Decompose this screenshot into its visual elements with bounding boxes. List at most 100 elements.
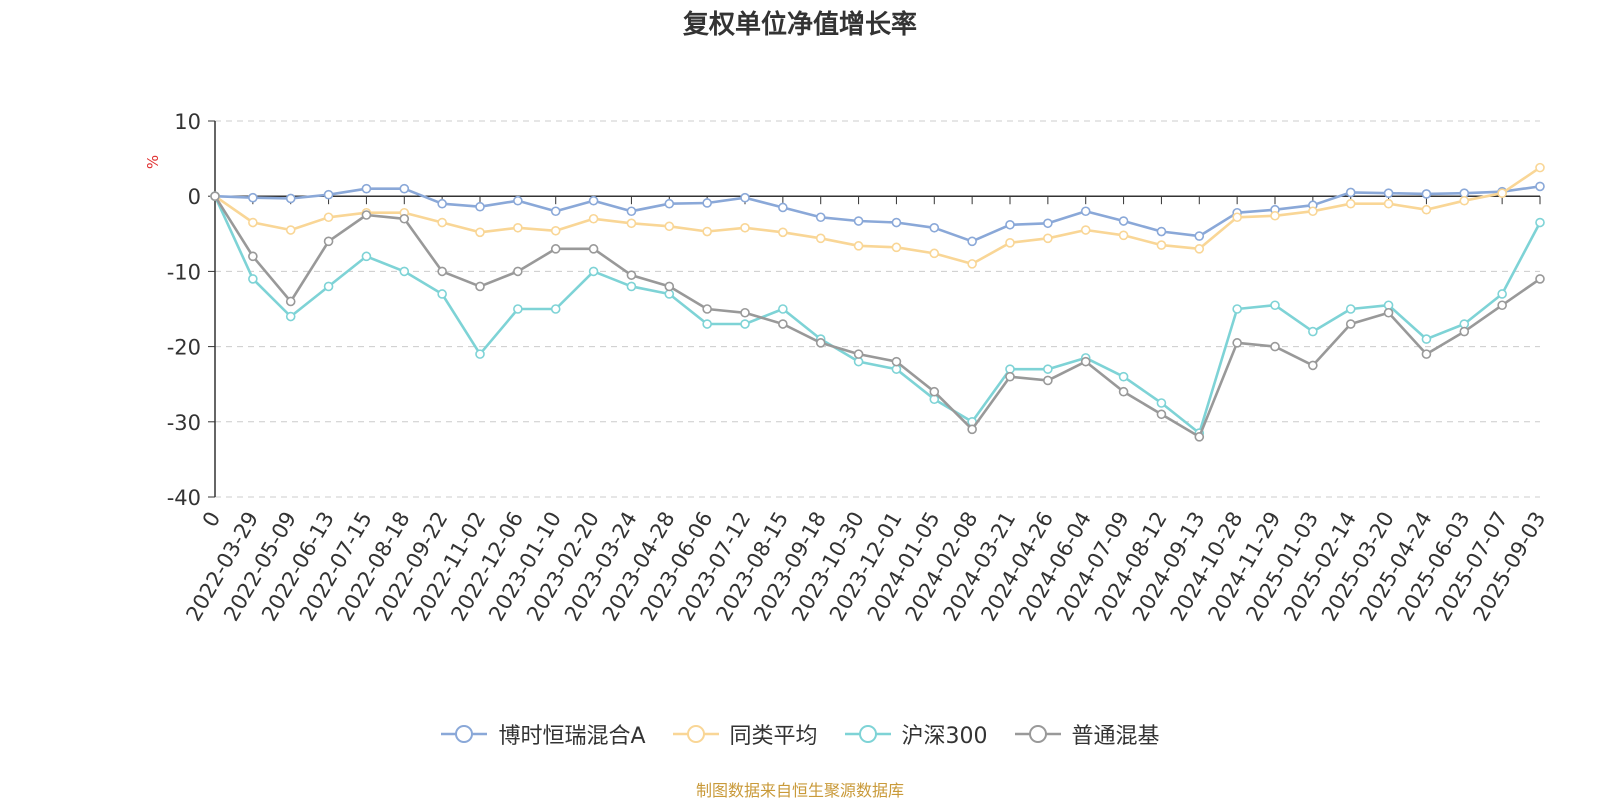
label-layer: 100-10-20-30-40%02022-03-292022-05-09202… xyxy=(144,110,1550,625)
data-point xyxy=(1118,386,1129,397)
data-point xyxy=(437,198,447,209)
data-point xyxy=(1080,356,1091,367)
data-point xyxy=(929,248,940,259)
data-point xyxy=(475,227,485,238)
data-point xyxy=(1383,307,1394,318)
data-point xyxy=(1270,341,1280,352)
data-point xyxy=(248,251,258,262)
data-point xyxy=(891,217,902,228)
data-point xyxy=(967,424,977,435)
data-point xyxy=(1535,217,1545,228)
data-point xyxy=(361,251,372,262)
data-point xyxy=(778,319,788,329)
data-point xyxy=(588,266,599,277)
data-point xyxy=(891,356,902,367)
chart-title: 复权单位净值增长率 xyxy=(682,10,917,40)
data-point xyxy=(1194,231,1205,241)
data-point xyxy=(1383,188,1394,198)
data-point xyxy=(1535,181,1545,192)
legend: 博时恒瑞混合A 同类平均 沪深300 普通混基 xyxy=(0,718,1600,750)
data-point xyxy=(778,202,788,213)
legend-item[interactable]: 博时恒瑞混合A xyxy=(440,718,646,750)
data-point xyxy=(626,218,637,229)
x-tick-label: 0 xyxy=(198,508,225,532)
data-point xyxy=(1118,371,1129,382)
data-point xyxy=(853,216,864,226)
data-point xyxy=(513,195,523,206)
data-point xyxy=(626,270,637,280)
y-tick-label: 10 xyxy=(174,110,201,134)
legend-marker-icon xyxy=(441,725,488,743)
data-point xyxy=(1232,304,1242,314)
data-point xyxy=(1308,360,1318,371)
data-point xyxy=(702,226,712,237)
data-point xyxy=(1194,432,1205,442)
data-point xyxy=(1005,219,1015,230)
data-point xyxy=(702,304,712,314)
data-point xyxy=(929,386,940,397)
data-point xyxy=(929,222,940,233)
data-point xyxy=(285,296,296,307)
data-point xyxy=(1308,206,1318,217)
data-point xyxy=(1080,206,1091,217)
data-point xyxy=(361,210,372,220)
y-tick-label: 0 xyxy=(188,185,201,209)
legend-marker-icon xyxy=(1014,725,1061,743)
data-point xyxy=(210,191,220,201)
data-point xyxy=(778,227,788,238)
data-point xyxy=(248,274,258,284)
data-point xyxy=(1345,187,1356,198)
data-point xyxy=(285,193,296,204)
data-point xyxy=(1005,371,1015,382)
data-point xyxy=(815,212,826,223)
y-tick-label: -30 xyxy=(167,411,201,435)
series-line xyxy=(214,185,1541,243)
data-point xyxy=(1535,274,1545,284)
data-point xyxy=(1118,216,1129,226)
legend-item[interactable]: 普通混基 xyxy=(1014,718,1160,750)
data-point xyxy=(702,198,712,208)
data-point xyxy=(550,225,561,236)
data-point xyxy=(1345,304,1356,314)
data-point xyxy=(967,236,977,247)
data-point xyxy=(891,242,902,253)
y-tick-label: -40 xyxy=(167,486,201,510)
y-tick-label: -10 xyxy=(167,260,201,284)
data-point xyxy=(248,217,258,228)
data-point xyxy=(626,206,637,217)
data-point xyxy=(323,281,334,292)
grid-layer xyxy=(215,120,1540,498)
data-point xyxy=(1497,300,1507,311)
data-point xyxy=(1345,319,1356,329)
data-point xyxy=(475,281,485,292)
data-point xyxy=(853,349,864,359)
data-point xyxy=(1156,409,1167,420)
data-point xyxy=(967,259,977,269)
data-point xyxy=(626,281,637,292)
data-point xyxy=(664,198,675,209)
y-axis-unit: % xyxy=(144,155,162,169)
data-point xyxy=(1080,225,1091,235)
data-point xyxy=(664,281,675,292)
data-point xyxy=(1118,230,1129,241)
data-point xyxy=(740,319,750,329)
legend-item[interactable]: 沪深300 xyxy=(844,718,988,750)
legend-item[interactable]: 同类平均 xyxy=(672,718,818,750)
data-point xyxy=(1194,244,1205,254)
y-tick-label: -20 xyxy=(167,336,201,360)
data-point xyxy=(588,244,599,254)
data-point xyxy=(702,319,712,329)
series-4 xyxy=(210,191,1545,442)
legend-marker-icon xyxy=(672,725,719,743)
data-point xyxy=(1156,240,1167,250)
data-point xyxy=(550,206,561,217)
data-point xyxy=(1232,338,1242,348)
data-point xyxy=(1270,210,1280,221)
data-point xyxy=(475,201,485,212)
series-1 xyxy=(210,181,1545,247)
data-point xyxy=(399,183,410,194)
data-point xyxy=(399,213,410,224)
data-point xyxy=(1421,334,1432,344)
data-point xyxy=(1535,162,1545,173)
